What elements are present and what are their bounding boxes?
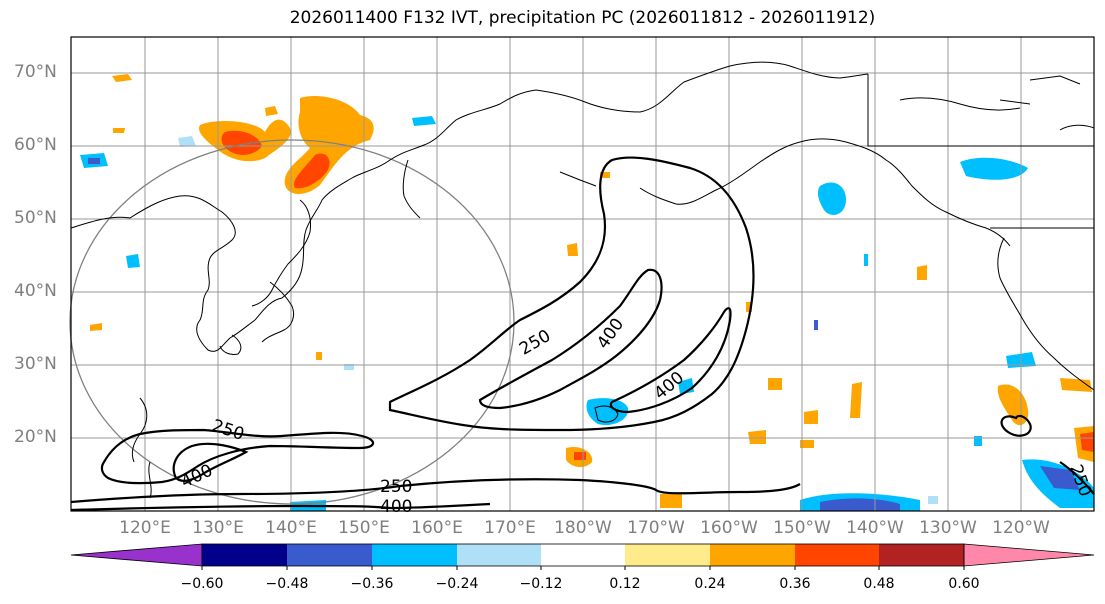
map-title: 2026011400 F132 IVT, precipitation PC (2… (289, 8, 876, 28)
lat-label: 60°N (14, 135, 57, 155)
lat-label: 70°N (14, 62, 57, 82)
precip-negative (864, 254, 868, 266)
precip-positive (113, 128, 125, 133)
contour-label: 250 (380, 477, 412, 497)
coastlines (70, 61, 1095, 499)
contour-250-south (70, 478, 801, 504)
precip-positive (90, 323, 102, 331)
contour-400-south (70, 502, 491, 512)
lon-label: 160°E (411, 518, 463, 538)
colorbar-tick-label: 0.24 (694, 576, 726, 592)
contour-250-west (100, 428, 375, 485)
precip-negative (814, 320, 818, 330)
lon-label: 140°E (265, 518, 317, 538)
colorbar-tick-label: −0.36 (350, 576, 394, 592)
precip-positive (917, 265, 927, 280)
precip-positive (768, 378, 782, 390)
lat-label: 30°N (14, 354, 57, 374)
precip-strong (1080, 432, 1094, 452)
precip-strong (574, 452, 586, 460)
lon-label: 180°W (554, 518, 612, 538)
precip-strong (294, 153, 330, 189)
colorbar-segment (372, 544, 457, 566)
precip-positive (265, 106, 278, 116)
ivt-contours (70, 156, 1095, 512)
colorbar-tick-label: 0.48 (863, 576, 895, 592)
map-frame (70, 36, 1095, 512)
lon-label: 150°E (338, 518, 390, 538)
contour-250-se (1000, 414, 1032, 437)
precip-negative (960, 157, 1028, 180)
colorbar (70, 543, 1095, 570)
contour-400-west (172, 442, 249, 482)
colorbar-segment (879, 544, 964, 566)
colorbar-extend-high (963, 543, 1095, 567)
lon-label: 150°W (773, 518, 831, 538)
colorbar-tick-label: 0.12 (609, 576, 641, 592)
colorbar-tick-label: −0.60 (180, 576, 224, 592)
precip-negative (126, 254, 140, 268)
contour-label: 400 (380, 497, 412, 517)
precip-negative-strong (1040, 466, 1080, 490)
lon-label: 140°W (846, 518, 904, 538)
colorbar-tick-label: −0.12 (519, 576, 563, 592)
precip-positive (804, 410, 818, 424)
precip-positive (1060, 378, 1092, 392)
precip-strong (221, 130, 262, 155)
precip-positive (800, 440, 814, 448)
colorbar-segment (287, 544, 372, 566)
lon-label: 130°E (192, 518, 244, 538)
lon-label: 120°E (119, 518, 171, 538)
colorbar-tick-label: −0.48 (265, 576, 309, 592)
contour-400-east-lower (609, 307, 732, 414)
colorbar-segment (625, 544, 710, 566)
precip-negative-strong (88, 158, 100, 164)
lat-label: 40°N (14, 281, 57, 301)
lat-label: 20°N (14, 427, 57, 447)
lon-label: 120°W (992, 518, 1050, 538)
precip-positive (112, 74, 132, 82)
colorbar-segment (541, 544, 625, 566)
precip-positive (748, 430, 766, 444)
colorbar-segment (795, 544, 879, 566)
lon-label: 170°E (484, 518, 536, 538)
precip-negative (586, 398, 629, 426)
range-circle (69, 139, 515, 505)
colorbar-segment (202, 544, 287, 566)
precip-positive (850, 382, 862, 418)
precip-positive (316, 352, 322, 360)
colorbar-tick-label: −0.24 (435, 576, 479, 592)
lat-label: 50°N (14, 208, 57, 228)
colorbar-tick-label: 0.36 (779, 576, 811, 592)
precip-negative (412, 116, 436, 126)
precip-negative (817, 182, 846, 215)
lon-label: 130°W (919, 518, 977, 538)
contour-250-se-edge (1059, 461, 1095, 495)
colorbar-tick-label: 0.60 (948, 576, 980, 592)
lon-label: 170°W (627, 518, 685, 538)
lon-label: 160°W (700, 518, 758, 538)
precip-negative-strong (820, 498, 900, 511)
contour-400-east-upper (478, 268, 663, 410)
colorbar-segment (710, 544, 795, 566)
contour-250-east (388, 156, 755, 432)
precip-negative (928, 496, 938, 504)
precip-negative (178, 136, 196, 147)
colorbar-segment (457, 544, 541, 566)
colorbar-extend-low (70, 543, 203, 567)
precip-positive (660, 494, 682, 508)
precip-positive (567, 243, 578, 256)
